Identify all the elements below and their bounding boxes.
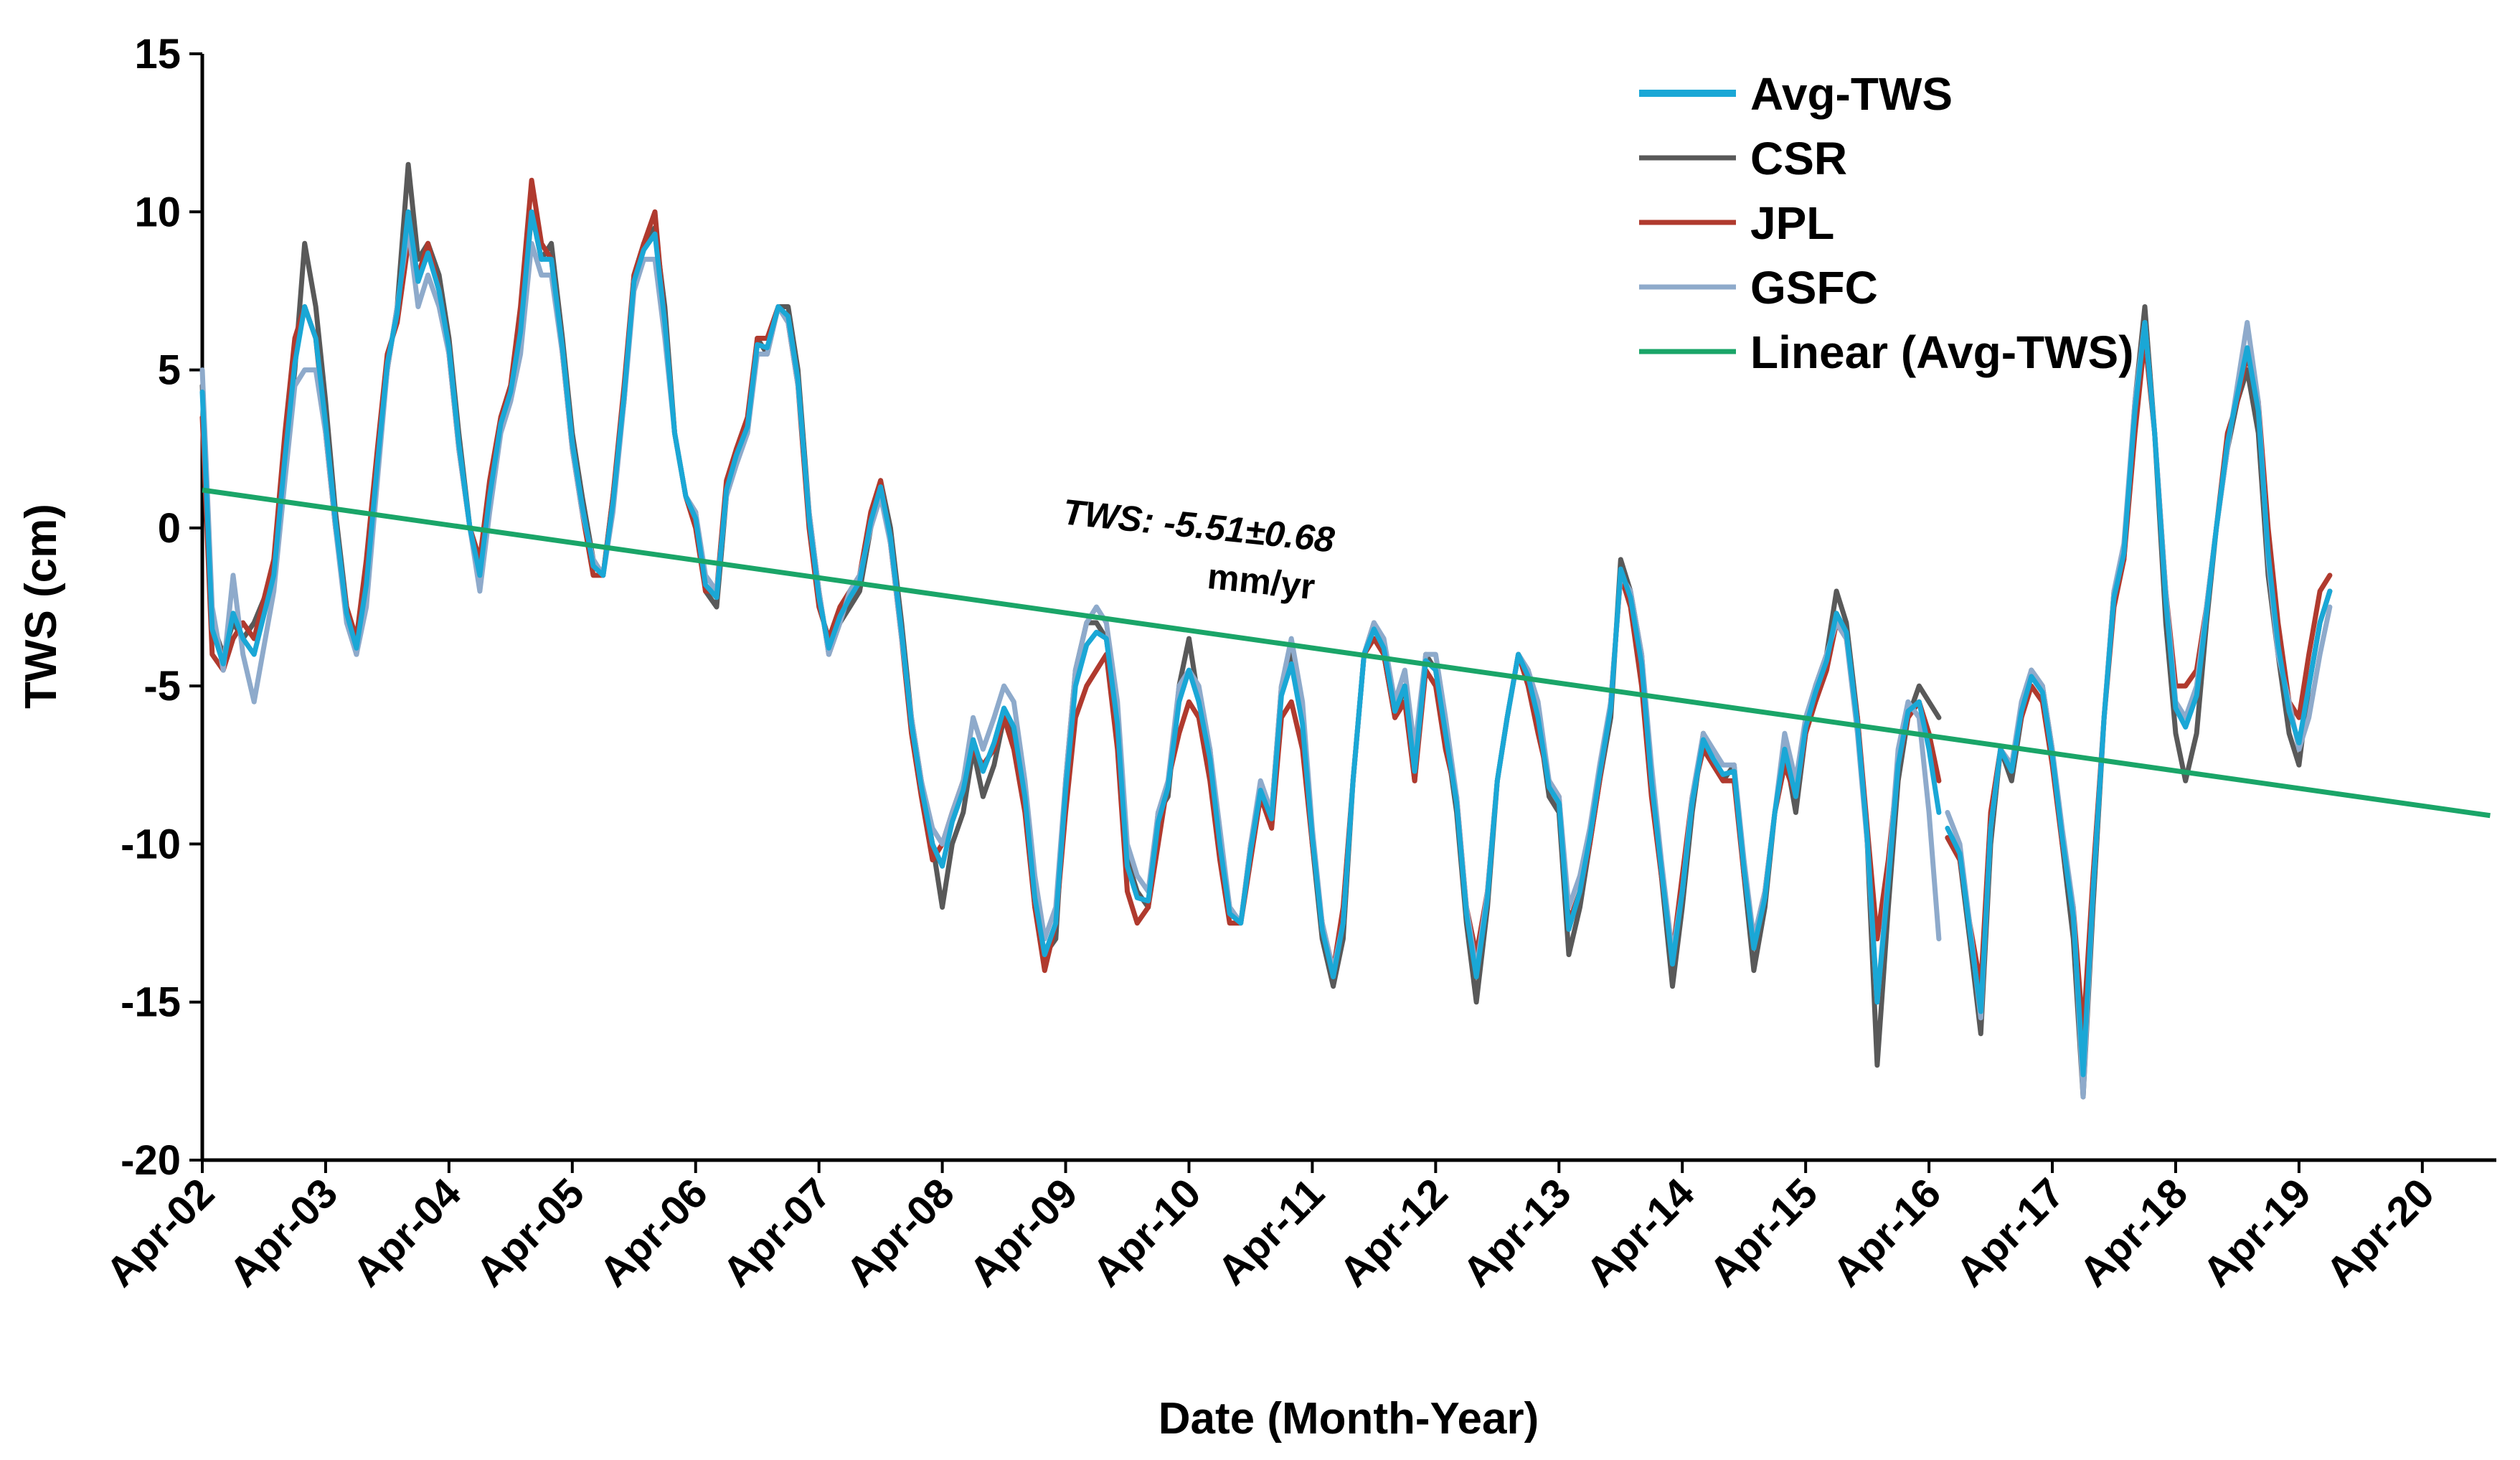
legend-label-avg-tws: Avg-TWS <box>1750 68 1953 120</box>
legend-label-linear: Linear (Avg-TWS) <box>1750 326 2134 378</box>
legend: Avg-TWS CSR JPL GSFC Linear (Avg-TWS) <box>1639 68 2134 378</box>
x-tick-label: Apr-18 <box>2070 1169 2196 1296</box>
x-axis-ticks: Apr-02Apr-03Apr-04Apr-05Apr-06Apr-07Apr-… <box>97 1160 2443 1296</box>
x-tick-label: Apr-13 <box>1454 1169 1580 1296</box>
linear-trend-line <box>202 487 2491 819</box>
series-layer <box>199 161 2333 1100</box>
series-line-segment <box>199 209 1942 1005</box>
y-tick-label: -20 <box>121 1137 181 1184</box>
y-tick-label: -15 <box>121 979 181 1026</box>
x-tick-label: Apr-14 <box>1577 1169 1704 1296</box>
y-tick-label: 0 <box>158 505 181 552</box>
y-tick-label: -10 <box>121 821 181 867</box>
legend-label-csr: CSR <box>1750 133 1847 184</box>
y-tick-label: -5 <box>143 663 181 710</box>
y-tick-label: 15 <box>134 31 181 77</box>
x-tick-label: Apr-10 <box>1084 1169 1210 1296</box>
x-tick-label: Apr-09 <box>961 1169 1087 1296</box>
x-tick-label: Apr-16 <box>1823 1169 1950 1296</box>
x-tick-label: Apr-19 <box>2194 1169 2320 1296</box>
x-tick-label: Apr-15 <box>1700 1169 1826 1296</box>
y-tick-label: 10 <box>134 189 181 235</box>
x-tick-label: Apr-11 <box>1209 1169 1334 1294</box>
x-tick-label: Apr-03 <box>220 1169 346 1296</box>
series-line-segment <box>1945 336 2333 1037</box>
legend-label-gsfc: GSFC <box>1750 262 1878 314</box>
series-line-segment <box>199 177 1942 974</box>
legend-label-jpl: JPL <box>1750 197 1834 249</box>
x-tick-label: Apr-12 <box>1331 1169 1457 1296</box>
x-axis-title: Date (Month-Year) <box>1158 1394 1539 1443</box>
x-tick-label: Apr-05 <box>467 1169 593 1296</box>
x-tick-label: Apr-06 <box>590 1169 717 1296</box>
trend-annotation-line2: mm/yr <box>1206 556 1317 607</box>
y-axis-ticks: 15 10 5 0 -5 -10 -15 -20 <box>121 31 202 1184</box>
x-tick-label: Apr-04 <box>344 1169 470 1296</box>
y-tick-label: 5 <box>158 347 181 394</box>
x-tick-label: Apr-07 <box>714 1169 840 1296</box>
series-line-segment <box>1945 304 2333 1100</box>
x-tick-label: Apr-17 <box>1947 1169 2073 1296</box>
series-line-segment <box>1945 320 2333 1078</box>
y-axis-title: TWS (cm) <box>16 504 66 709</box>
x-tick-label: Apr-20 <box>2317 1169 2443 1296</box>
trend-layer <box>202 487 2491 819</box>
x-tick-label: Apr-02 <box>97 1169 223 1296</box>
series-line-segment <box>1945 320 2333 1100</box>
x-tick-label: Apr-08 <box>837 1169 963 1296</box>
trend-annotation-line1: TWS: -5.51±0.68 <box>1061 491 1336 560</box>
series-avg-tws <box>199 209 2333 1078</box>
trend-annotation: TWS: -5.51±0.68 mm/yr <box>1061 491 1336 607</box>
